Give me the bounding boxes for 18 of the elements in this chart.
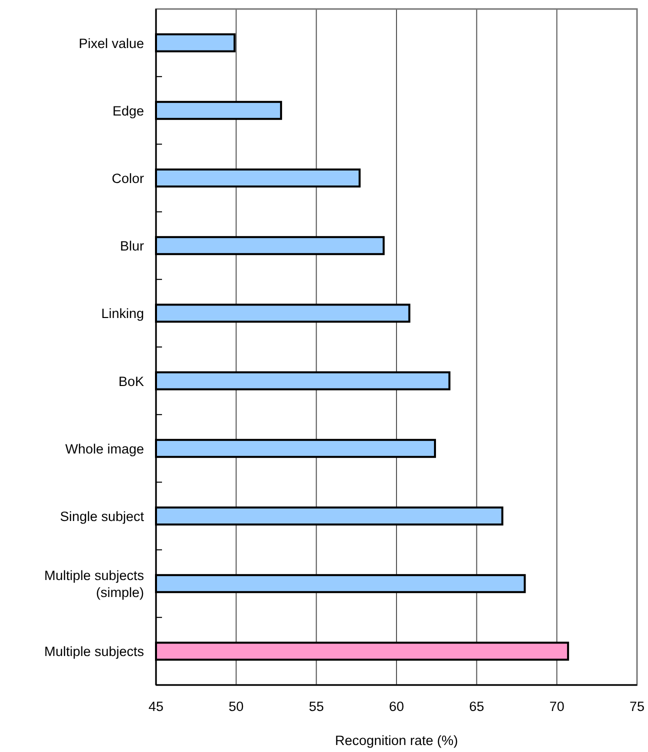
- x-tick-label: 75: [629, 699, 645, 714]
- x-tick-label: 60: [388, 699, 404, 714]
- x-tick-label: 65: [469, 699, 484, 714]
- y-tick-label: BoK: [118, 373, 144, 388]
- y-tick-label: Multiple subjects: [44, 644, 144, 659]
- y-tick-label: Multiple subjects (simple): [44, 568, 144, 600]
- y-tick-label: Pixel value: [78, 35, 144, 50]
- x-tick-label: 70: [549, 699, 564, 714]
- y-tick-label: Blur: [120, 238, 144, 254]
- y-tick-label: Color: [112, 170, 144, 186]
- x-tick-label: 55: [308, 699, 324, 714]
- y-tick-label: Whole image: [65, 440, 144, 456]
- y-tick-label: Single subject: [60, 508, 144, 524]
- y-tick-label: Edge: [112, 102, 144, 118]
- x-tick-label: 45: [148, 699, 164, 714]
- x-tick-label: 50: [228, 699, 244, 714]
- y-tick-label: Linking: [101, 306, 144, 321]
- x-axis-title: Recognition rate (%): [334, 733, 458, 748]
